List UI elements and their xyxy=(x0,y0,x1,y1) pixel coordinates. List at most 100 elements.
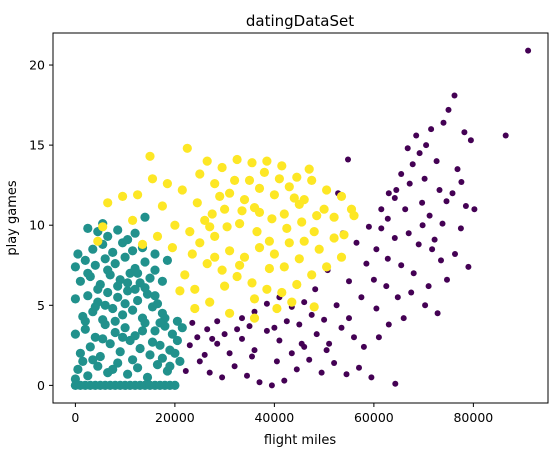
data-point-s2-28 xyxy=(128,215,138,225)
data-point-s0-82 xyxy=(219,374,226,381)
data-point-s0-59 xyxy=(391,195,398,201)
data-point-s2-26 xyxy=(145,151,155,161)
data-point-s1-61 xyxy=(70,294,80,304)
data-point-s1-125 xyxy=(175,356,185,366)
y-tick-label: 15 xyxy=(29,138,45,153)
data-point-s2-31 xyxy=(93,236,103,246)
data-point-s1-34 xyxy=(105,339,115,349)
data-point-s0-95 xyxy=(392,380,399,387)
data-point-s1-109 xyxy=(137,326,148,336)
data-point-s0-40 xyxy=(410,270,417,277)
data-point-s1-69 xyxy=(152,299,163,309)
data-point-s2-47 xyxy=(287,297,297,307)
data-point-s1-122 xyxy=(170,348,180,358)
data-point-s0-124 xyxy=(234,326,241,333)
y-tick-label: 10 xyxy=(29,218,45,233)
data-point-s0-57 xyxy=(365,223,372,230)
data-point-s0-77 xyxy=(204,326,211,333)
data-point-s1-70 xyxy=(75,276,85,286)
data-point-s0-44 xyxy=(363,260,370,267)
data-point-s0-125 xyxy=(308,311,315,318)
data-point-s1-114 xyxy=(100,300,110,310)
data-point-s2-67 xyxy=(284,182,294,192)
data-point-s1-31 xyxy=(75,348,85,358)
data-point-s0-83 xyxy=(231,363,238,370)
data-point-s0-41 xyxy=(398,262,405,269)
data-point-s1-90 xyxy=(108,247,118,257)
data-point-s0-50 xyxy=(434,310,441,317)
data-point-s0-103 xyxy=(263,327,270,334)
data-point-s2-6 xyxy=(277,161,287,171)
data-point-s0-119 xyxy=(249,353,255,360)
data-point-s0-48 xyxy=(408,289,415,296)
data-point-s2-73 xyxy=(235,219,245,229)
data-point-s1-136 xyxy=(162,255,172,265)
data-point-s0-17 xyxy=(385,190,392,197)
data-point-s2-12 xyxy=(312,211,322,221)
data-point-s0-88 xyxy=(293,366,300,373)
data-point-s2-52 xyxy=(190,284,200,294)
data-point-s0-91 xyxy=(331,360,338,366)
data-point-s1-82 xyxy=(110,259,120,269)
data-point-s1-86 xyxy=(150,265,160,275)
data-point-s0-110 xyxy=(182,368,189,374)
data-point-s0-26 xyxy=(426,212,433,219)
data-point-s2-29 xyxy=(118,191,128,201)
data-point-s2-50 xyxy=(225,308,235,318)
data-point-s1-106 xyxy=(108,364,118,374)
data-point-s2-3 xyxy=(232,154,242,165)
data-point-s0-116 xyxy=(346,315,352,322)
data-point-s2-90 xyxy=(339,230,349,240)
data-point-s0-117 xyxy=(360,343,367,350)
x-tick-label: 40000 xyxy=(254,410,294,425)
data-point-s0-18 xyxy=(406,180,413,187)
data-point-s0-53 xyxy=(373,305,380,312)
data-point-s0-55 xyxy=(346,278,352,285)
data-point-s2-76 xyxy=(279,209,289,219)
data-point-s1-55 xyxy=(118,310,128,320)
data-point-s1-81 xyxy=(100,254,110,264)
data-point-s1-127 xyxy=(172,335,182,346)
data-point-s0-120 xyxy=(273,358,280,365)
data-point-s0-19 xyxy=(421,175,428,182)
data-point-s1-46 xyxy=(120,323,130,333)
data-point-s1-94 xyxy=(83,223,93,233)
data-point-s0-98 xyxy=(326,340,333,347)
data-point-s1-113 xyxy=(90,302,100,312)
data-point-s0-86 xyxy=(268,382,275,389)
data-point-s2-84 xyxy=(230,175,240,185)
data-point-s2-7 xyxy=(292,172,302,182)
data-point-s1-35 xyxy=(115,347,125,357)
data-point-s1-110 xyxy=(147,337,158,347)
data-point-s0-13 xyxy=(413,132,420,139)
data-point-s2-10 xyxy=(336,191,347,201)
data-point-s0-35 xyxy=(438,257,444,264)
data-point-s0-27 xyxy=(419,199,426,206)
data-point-s2-102 xyxy=(249,294,260,304)
data-point-s2-37 xyxy=(202,259,212,269)
data-point-s0-84 xyxy=(244,372,250,379)
data-point-s1-121 xyxy=(167,329,177,339)
data-point-s1-77 xyxy=(145,273,155,283)
data-point-s0-46 xyxy=(383,283,390,290)
data-point-s0-107 xyxy=(214,340,221,347)
data-point-s1-118 xyxy=(140,283,150,293)
data-point-s0-113 xyxy=(271,324,278,331)
data-point-s2-46 xyxy=(336,252,347,262)
y-tick-label: 0 xyxy=(37,378,45,393)
data-point-s1-128 xyxy=(83,268,93,278)
data-point-s0-61 xyxy=(431,236,438,243)
data-point-s1-124 xyxy=(155,318,165,328)
data-point-s2-79 xyxy=(205,222,215,232)
data-point-s1-28 xyxy=(142,372,153,382)
data-point-s1-135 xyxy=(157,276,167,286)
data-point-s0-54 xyxy=(358,294,365,301)
data-point-s1-108 xyxy=(128,355,138,365)
data-point-s1-33 xyxy=(95,351,105,362)
data-point-s2-39 xyxy=(232,271,242,282)
data-point-s0-127 xyxy=(283,318,290,325)
data-point-s1-112 xyxy=(80,316,90,326)
data-point-s0-118 xyxy=(375,334,382,341)
x-tick-label: 60000 xyxy=(354,410,394,425)
